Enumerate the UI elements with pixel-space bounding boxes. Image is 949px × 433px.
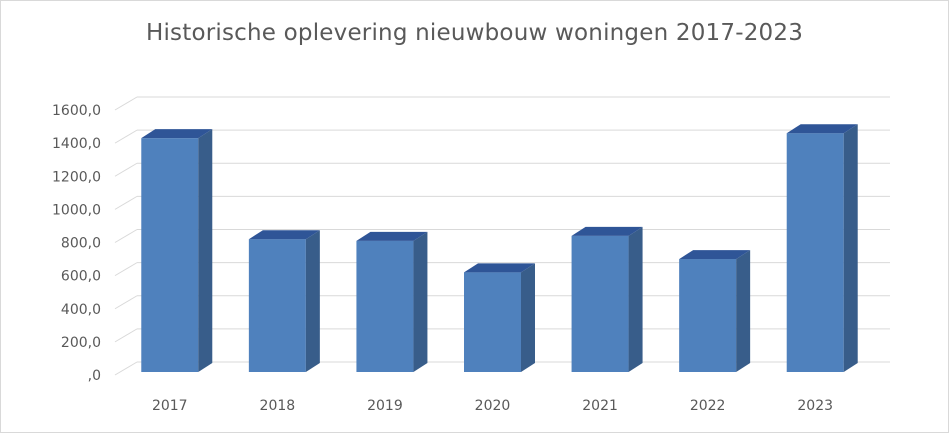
gridline-side (114, 361, 138, 376)
y-tick-label: 400,0 (61, 302, 101, 318)
y-tick-label: 600,0 (61, 269, 101, 285)
bar (786, 124, 858, 372)
bar-front (571, 235, 629, 372)
bar-front (464, 272, 521, 372)
bar-side (305, 230, 320, 372)
bar-top (679, 250, 751, 260)
gridline-side (114, 328, 138, 343)
x-axis-ticks: 2017 2018 2019 2020 2021 2022 2023 (152, 398, 833, 414)
bar-top (248, 230, 320, 240)
x-tick-label: 2019 (367, 398, 403, 414)
bar-top (464, 263, 535, 273)
x-tick-label: 2018 (260, 398, 296, 414)
bar-front (248, 239, 306, 372)
chart-title: Historische oplevering nieuwbouw woninge… (145, 20, 804, 46)
gridline-side (114, 129, 138, 144)
bar-front (141, 138, 199, 372)
bar-side (843, 124, 858, 372)
bar-side (198, 129, 213, 372)
bar (141, 129, 213, 372)
bar-side (736, 250, 751, 372)
y-tick-label: 1400,0 (52, 136, 101, 152)
bar-top (141, 129, 213, 139)
x-tick-label: 2017 (152, 398, 188, 414)
gridline-side (114, 96, 138, 111)
y-tick-label: 1000,0 (52, 202, 101, 218)
y-tick-label: 1600,0 (52, 103, 101, 119)
bar-front (786, 133, 844, 372)
gridline-side (114, 262, 138, 277)
gridline-side (114, 295, 138, 310)
y-tick-label: 200,0 (61, 335, 101, 351)
bar (248, 230, 320, 372)
x-tick-label: 2022 (690, 398, 726, 414)
bar-front (679, 259, 737, 372)
gridline-side (114, 229, 138, 243)
x-tick-label: 2021 (582, 398, 618, 414)
bars (141, 124, 858, 372)
gridline-side (114, 195, 138, 210)
x-tick-label: 2023 (797, 398, 833, 414)
bar (679, 250, 751, 372)
y-tick-label: 800,0 (61, 236, 101, 252)
bar-front (356, 240, 414, 372)
bar-top (571, 226, 643, 236)
bar (464, 263, 535, 372)
y-tick-label: ,0 (88, 368, 101, 384)
bar-side (628, 226, 643, 372)
bar-top (356, 231, 428, 241)
bar-top (786, 124, 858, 134)
y-axis-ticks: ,0 200,0 400,0 600,0 800,0 1000,0 1200,0 1400,0… (52, 103, 101, 384)
bar (356, 231, 428, 372)
x-tick-label: 2020 (475, 398, 511, 414)
y-tick-label: 1200,0 (52, 169, 101, 185)
bar-side (413, 231, 428, 372)
gridline-side (114, 162, 138, 177)
bar-side (521, 263, 535, 372)
bar (571, 226, 643, 372)
